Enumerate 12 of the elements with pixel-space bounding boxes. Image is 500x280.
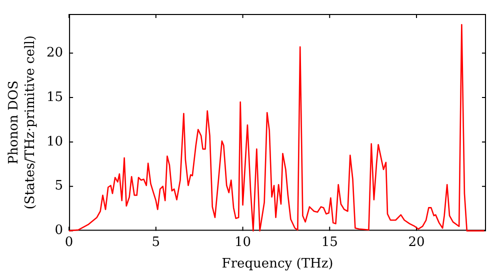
y-tick-label: 15 <box>46 90 64 105</box>
y-tick-label: 5 <box>54 178 64 194</box>
x-tick-label: 20 <box>408 234 425 250</box>
x-tick-label: 5 <box>152 234 160 250</box>
x-tick-label: 0 <box>64 234 74 250</box>
x-tick-label: 10 <box>234 234 252 250</box>
x-axis-title: Frequency (THz) <box>222 256 334 272</box>
y-tick-label: 0 <box>54 223 64 238</box>
y-tick-label: 20 <box>46 45 64 60</box>
y-axis-title: Phonon DOS (States/THz·primitive cell) <box>6 35 38 210</box>
x-tick-label: 15 <box>321 234 338 250</box>
y-tick-label: 10 <box>46 134 64 150</box>
